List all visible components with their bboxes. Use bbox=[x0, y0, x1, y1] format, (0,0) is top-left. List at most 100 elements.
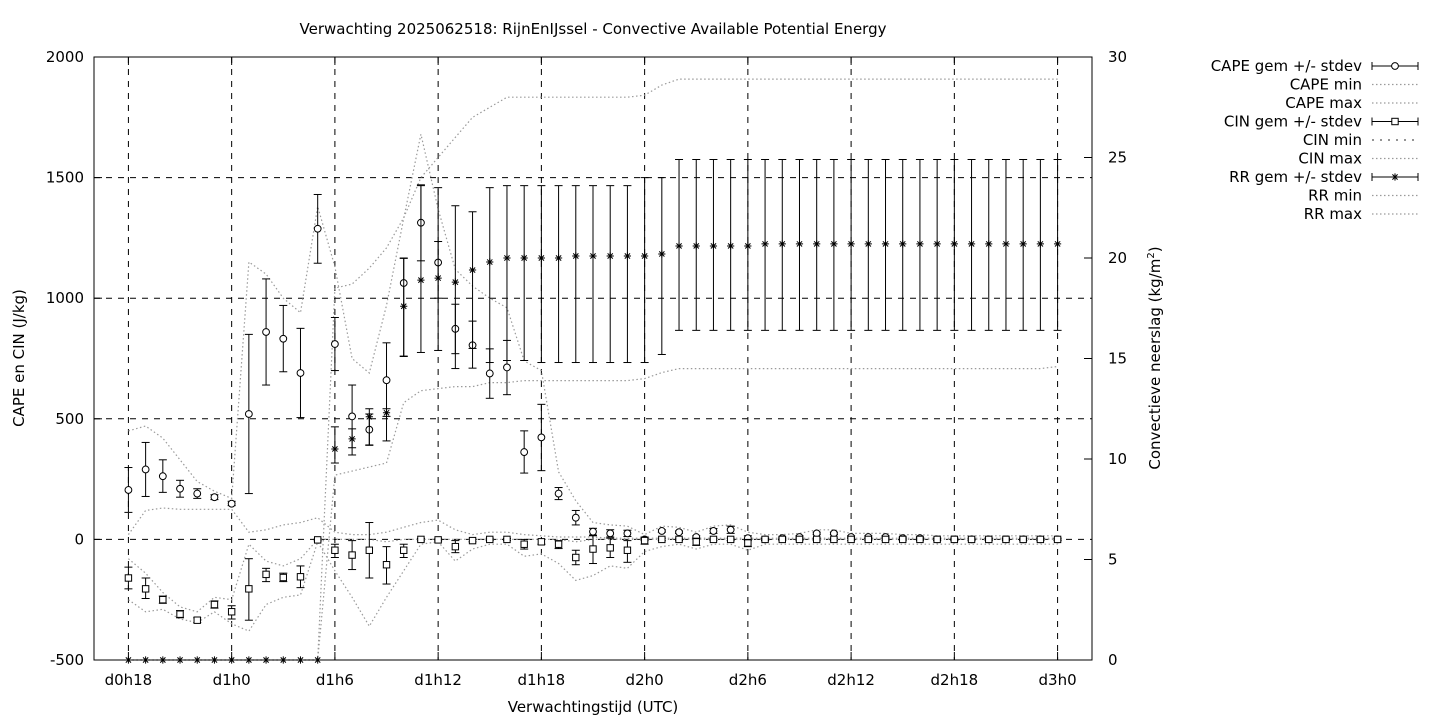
rr-gem-stdev-point bbox=[675, 242, 683, 250]
legend-swatch-marker bbox=[1391, 62, 1399, 70]
y-tick-label: 1500 bbox=[46, 169, 84, 187]
cin-gem-stdev-point bbox=[417, 535, 425, 544]
rr-gem-stdev-point bbox=[813, 240, 821, 248]
cape-gem-stdev-point bbox=[279, 334, 288, 343]
rr-gem-stdev-point bbox=[864, 240, 872, 248]
legend-swatch-marker bbox=[1391, 117, 1399, 126]
rr-gem-stdev-point bbox=[1019, 240, 1027, 248]
cape-gem-stdev-point bbox=[657, 527, 666, 535]
cin-gem-stdev-point bbox=[227, 608, 236, 616]
rr-gem-stdev-point bbox=[382, 409, 391, 417]
cape-gem-stdev-point bbox=[348, 412, 357, 421]
rr-gem-stdev-point bbox=[778, 240, 786, 248]
cape-gem-stdev-point bbox=[330, 340, 339, 348]
cin-gem-stdev-point bbox=[606, 544, 614, 552]
cin-gem-stdev-point bbox=[623, 546, 632, 554]
y2-tick-label: 0 bbox=[1108, 651, 1118, 669]
x-axis-label: Verwachtingstijd (UTC) bbox=[508, 698, 679, 716]
cin-gem-stdev-point bbox=[933, 535, 941, 544]
cin-gem-stdev-point bbox=[503, 535, 511, 544]
cape-gem-stdev-point bbox=[571, 513, 580, 522]
axes: d0h18 d1h0 d1h6 d1h12 d1h18 d2h0 d2h6 d2h12 d2h1… bbox=[46, 48, 1127, 689]
cin-gem-stdev-point bbox=[726, 535, 735, 544]
cin-gem-stdev-point bbox=[589, 545, 597, 553]
rr-max-line bbox=[128, 78, 1058, 661]
cin-gem-stdev-point bbox=[692, 538, 700, 546]
rr-gem-stdev-point bbox=[709, 242, 718, 250]
cape-gem-stdev-point bbox=[141, 465, 150, 474]
y-axis-label: CAPE en CIN (J/kg) bbox=[10, 289, 28, 427]
cape-gem-stdev-point bbox=[589, 527, 597, 536]
cape-gem-stdev-point bbox=[262, 328, 270, 336]
rr-gem-stdev-point bbox=[933, 240, 941, 248]
x-tick-label: d2h0 bbox=[626, 671, 664, 689]
cin-gem-stdev-point bbox=[434, 536, 442, 544]
cape-gem-stdev-point bbox=[176, 484, 184, 493]
rr-gem-stdev-point bbox=[881, 240, 890, 248]
rr-gem-stdev-point bbox=[967, 240, 976, 248]
rr-gem-stdev-point bbox=[641, 252, 649, 260]
cape-gem-stdev-point bbox=[520, 448, 529, 456]
rr-gem-stdev-point bbox=[658, 250, 666, 258]
cin-gem-stdev-point bbox=[1019, 535, 1027, 544]
y-tick-label: 2000 bbox=[46, 48, 84, 66]
cin-gem-stdev-point bbox=[675, 535, 683, 544]
cin-gem-stdev-point bbox=[193, 616, 201, 624]
x-tick-label: d1h6 bbox=[316, 671, 354, 689]
cape-gem-stdev-point bbox=[313, 224, 322, 233]
legend-swatch-marker bbox=[1391, 173, 1399, 181]
cin-gem-stdev-point bbox=[847, 535, 855, 544]
y-tick-label: -500 bbox=[50, 651, 84, 669]
cin-gem-stdev-point bbox=[761, 535, 769, 544]
cape-gem-stdev-point bbox=[726, 525, 735, 534]
legend-label: RR gem +/- stdev bbox=[1229, 168, 1362, 186]
rr-gem-stdev-point bbox=[417, 276, 425, 284]
cin-gem-stdev-point bbox=[985, 535, 993, 544]
cape-gem-stdev-point bbox=[382, 376, 391, 385]
cape-gem-stdev-point bbox=[244, 410, 253, 418]
y2-tick-label: 20 bbox=[1108, 249, 1127, 267]
legend-label: CAPE max bbox=[1285, 94, 1362, 112]
rr-gem-stdev-point bbox=[1036, 240, 1044, 248]
legend-label: CIN max bbox=[1298, 150, 1362, 168]
cin-gem-stdev-point bbox=[537, 538, 546, 546]
rr-gem-stdev-point bbox=[331, 445, 339, 453]
cape-gem-stdev-point bbox=[537, 433, 546, 442]
cin-gem-stdev-point bbox=[795, 535, 804, 544]
x-tick-label: d2h18 bbox=[931, 671, 979, 689]
legend-label: RR max bbox=[1304, 205, 1362, 223]
cin-gem-stdev-point bbox=[658, 535, 666, 544]
cape-gem-stdev-point bbox=[158, 472, 167, 481]
rr-gem-stdev-point bbox=[434, 274, 442, 282]
legend-label: CIN gem +/- stdev bbox=[1224, 113, 1362, 131]
cin-gem-stdev-point bbox=[554, 540, 563, 548]
rr-gem-stdev-point bbox=[520, 254, 528, 262]
y2-axis-label-text: Convectieve neerslag (kg/m bbox=[1146, 259, 1164, 470]
rr-gem-stdev-point bbox=[589, 252, 597, 260]
cape-gem-stdev-point bbox=[606, 529, 615, 538]
rr-gem-stdev-point bbox=[606, 252, 614, 260]
cin-gem-stdev-point bbox=[899, 535, 907, 544]
cin-gem-stdev-point bbox=[348, 551, 356, 559]
cin-gem-stdev-point bbox=[141, 585, 150, 593]
y-tick-label: 0 bbox=[74, 530, 84, 548]
x-tick-label: d3h0 bbox=[1039, 671, 1077, 689]
cin-gem-stdev-point bbox=[262, 570, 270, 579]
cin-gem-stdev-point bbox=[451, 542, 460, 551]
rr-gem-stdev-point bbox=[503, 254, 511, 262]
rr-gem-stdev-point bbox=[554, 254, 563, 262]
y-tick-label: 500 bbox=[55, 410, 84, 428]
rr-gem-stdev-point bbox=[985, 240, 993, 248]
rr-gem-stdev-point bbox=[365, 413, 373, 421]
y2-axis-label: Convectieve neerslag (kg/m2) bbox=[1146, 246, 1164, 469]
rr-gem-stdev-point bbox=[795, 240, 804, 248]
x-tick-label: d2h12 bbox=[827, 671, 875, 689]
x-tick-label: d1h12 bbox=[414, 671, 462, 689]
rr-gem-stdev-point bbox=[899, 240, 907, 248]
cin-gem-stdev-point bbox=[296, 573, 305, 581]
x-tick-label: d0h18 bbox=[105, 671, 153, 689]
rr-gem-stdev-point bbox=[847, 240, 855, 248]
cin-gem-stdev-point bbox=[365, 546, 374, 554]
rr-gem-stdev-point bbox=[761, 240, 769, 248]
y2-tick-label: 30 bbox=[1108, 48, 1127, 66]
